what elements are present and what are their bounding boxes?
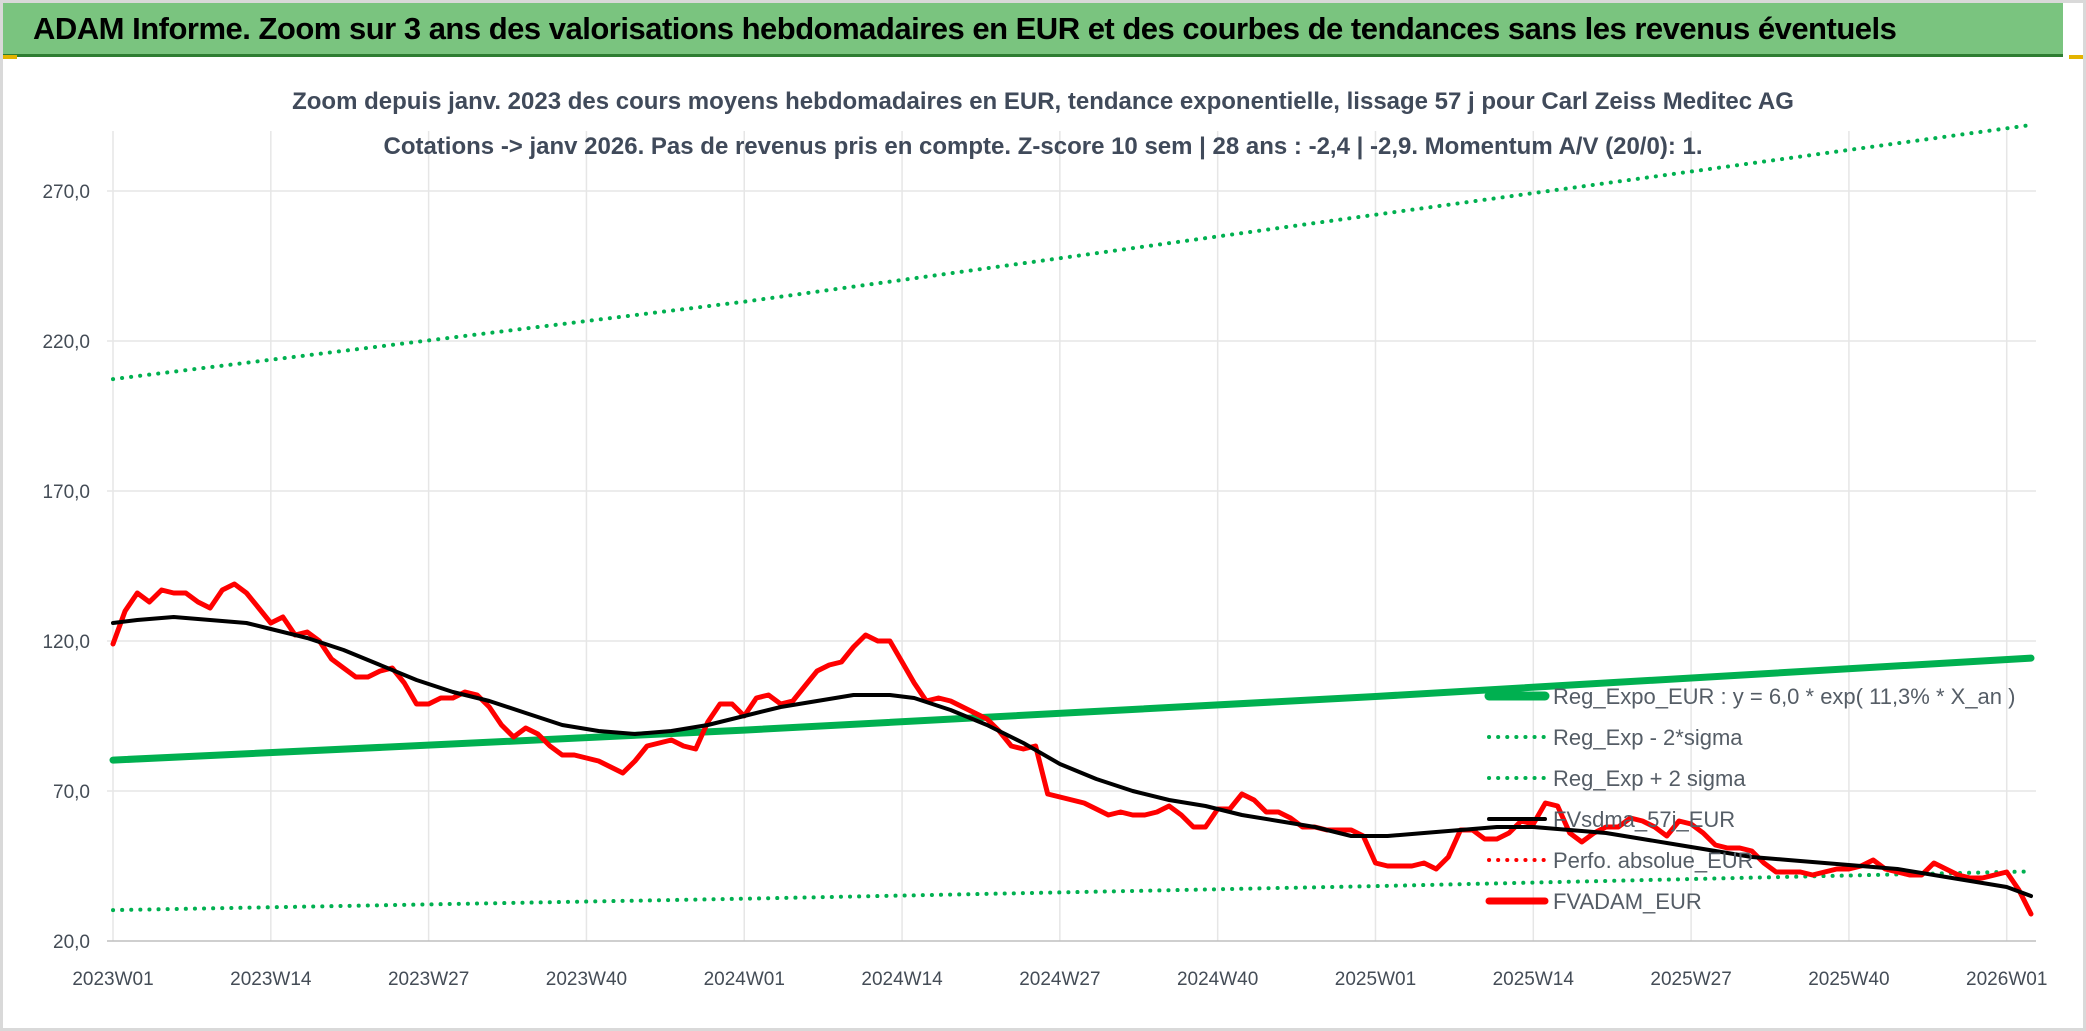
- legend-item-reg-minus: Reg_Exp - 2*sigma: [1487, 725, 1743, 750]
- x-tick-label: 2023W14: [230, 969, 312, 990]
- legend-item-reg-expo: Reg_Expo_EUR : y = 6,0 * exp( 11,3% * X_…: [1484, 684, 2015, 709]
- legend-label: Perfo. absolue_EUR: [1553, 848, 1754, 873]
- fvsdma-57j-line: [111, 615, 2033, 898]
- legend-label: Reg_Exp + 2 sigma: [1553, 766, 1746, 791]
- y-tick-label: 20,0: [53, 932, 90, 953]
- x-axis-tick-labels: 2023W01 2023W14 2023W27 2023W40 2024W01 2024W…: [72, 969, 2047, 990]
- chart-subtitle: Cotations -> janv 2026. Pas de revenus p…: [383, 133, 1702, 160]
- x-tick-label: 2024W14: [861, 969, 943, 990]
- banner-title: ADAM Informe. Zoom sur 3 ans des valoris…: [33, 11, 1897, 46]
- y-tick-label: 270,0: [42, 182, 90, 203]
- chart-title-block: Zoom depuis janv. 2023 des cours moyens …: [292, 88, 1794, 160]
- legend-item-reg-plus: Reg_Exp + 2 sigma: [1487, 766, 1746, 791]
- y-tick-label: 170,0: [42, 482, 90, 503]
- fvadam-price-line: [110, 581, 2034, 917]
- x-tick-label: 2024W40: [1177, 969, 1258, 990]
- gridlines: [107, 131, 2036, 941]
- corner-accent-right: [2069, 55, 2083, 59]
- legend-label: Reg_Exp - 2*sigma: [1553, 725, 1743, 750]
- legend: Reg_Expo_EUR : y = 6,0 * exp( 11,3% * X_…: [1484, 684, 2015, 914]
- x-tick-label: 2023W01: [72, 969, 153, 990]
- legend-item-fvadam: FVADAM_EUR: [1485, 889, 1702, 914]
- y-axis-tick-labels: 20,0 70,0 120,0 170,0 220,0 270,0: [42, 182, 90, 953]
- x-tick-label: 2025W01: [1335, 969, 1416, 990]
- legend-label: FVADAM_EUR: [1553, 889, 1702, 914]
- reg-exp-minus-2sigma-line: [111, 869, 2033, 913]
- y-tick-label: 220,0: [42, 332, 90, 353]
- legend-item-perfo: Perfo. absolue_EUR: [1487, 848, 1754, 873]
- legend-label: Reg_Expo_EUR : y = 6,0 * exp( 11,3% * X_…: [1553, 684, 2015, 709]
- legend-label: FVsdma_57j_EUR: [1553, 807, 1735, 832]
- x-tick-label: 2025W14: [1493, 969, 1575, 990]
- series: [109, 123, 2035, 917]
- x-tick-label: 2023W27: [388, 969, 469, 990]
- corner-accent-left: [3, 55, 17, 59]
- legend-item-fvsdma: FVsdma_57j_EUR: [1487, 807, 1735, 832]
- title-banner: ADAM Informe. Zoom sur 3 ans des valoris…: [3, 3, 2063, 57]
- reg-expo-line: [109, 654, 2035, 764]
- x-tick-label: 2025W40: [1808, 969, 1889, 990]
- x-tick-label: 2026W01: [1966, 969, 2047, 990]
- y-tick-label: 120,0: [42, 632, 90, 653]
- x-tick-label: 2024W01: [704, 969, 785, 990]
- reg-exp-plus-2sigma-line: [111, 123, 2033, 382]
- x-tick-label: 2025W27: [1650, 969, 1731, 990]
- y-tick-label: 70,0: [53, 782, 90, 803]
- chart-title: Zoom depuis janv. 2023 des cours moyens …: [292, 88, 1794, 115]
- x-tick-label: 2024W27: [1019, 969, 1100, 990]
- x-tick-label: 2023W40: [546, 969, 627, 990]
